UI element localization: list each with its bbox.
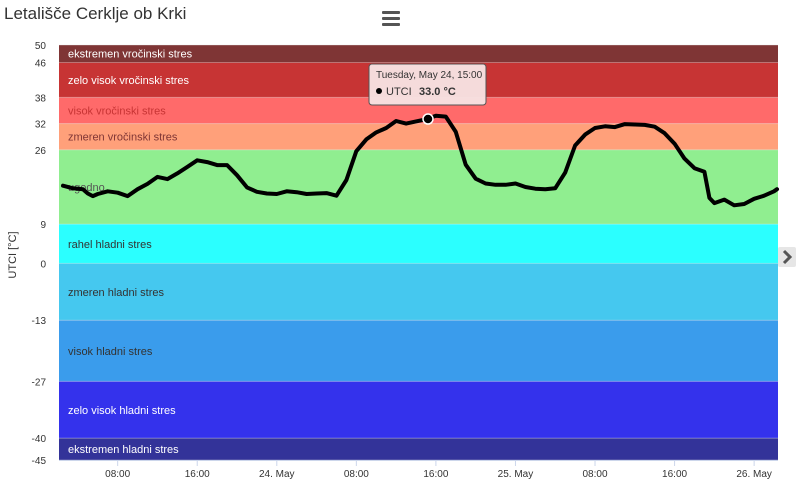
tooltip-series-marker xyxy=(376,88,382,94)
x-tick-label: 16:00 xyxy=(662,469,687,480)
y-tick-label: 46 xyxy=(35,58,47,69)
plot-bands: ekstremen vročinski stres zelo visok vroč… xyxy=(59,45,778,460)
y-tick-label: 38 xyxy=(35,93,47,104)
chart-title: Letališče Cerklje ob Krki xyxy=(4,4,187,23)
series-layer xyxy=(61,113,779,208)
band-label: ekstremen vročinski stres xyxy=(68,49,193,61)
band-label: zelo visok hladni stres xyxy=(68,405,176,417)
band-label: ekstremen hladni stres xyxy=(68,444,179,456)
x-tick-label: 26. May xyxy=(736,469,772,480)
tooltip: Tuesday, May 24, 15:00 UTCI 33.0 °C xyxy=(368,63,487,106)
tooltip-series-name: UTCI xyxy=(386,86,412,98)
x-tick-label: 08:00 xyxy=(344,469,369,480)
y-tick-label: 26 xyxy=(35,146,47,157)
y-tick-label: 50 xyxy=(35,41,47,52)
y-tick-label: -45 xyxy=(32,456,47,467)
y-tick-label: -40 xyxy=(32,434,47,445)
band-label: zmeren vročinski stres xyxy=(68,132,178,144)
band-8 xyxy=(59,381,778,439)
tooltip-date: Tuesday, May 24, 15:00 xyxy=(376,70,483,81)
x-tick-label: 16:00 xyxy=(185,469,210,480)
x-tick-label: 08:00 xyxy=(105,469,130,480)
y-tick-label: -13 xyxy=(32,316,47,327)
band-label: visok hladni stres xyxy=(68,346,153,358)
x-tick-label: 24. May xyxy=(259,469,295,480)
x-tick-label: 16:00 xyxy=(423,469,448,480)
tooltip-box xyxy=(368,63,487,106)
y-axis: 50 46 38 32 26 9 0 -13 -27 -40 -45 xyxy=(32,41,47,467)
band-7 xyxy=(59,320,778,382)
x-tick-label: 25. May xyxy=(498,469,534,480)
hamburger-menu-icon[interactable] xyxy=(380,8,402,28)
y-tick-label: 0 xyxy=(40,259,46,270)
band-6 xyxy=(59,263,778,321)
band-label: zelo visok vročinski stres xyxy=(68,75,190,87)
y-tick-label: 32 xyxy=(35,120,47,131)
x-axis: 08:00 16:00 24. May 08:00 16:00 25. May 08:00 1… xyxy=(59,460,778,480)
tooltip-value: 33.0 °C xyxy=(419,86,456,98)
band-label: visok vročinski stres xyxy=(68,106,166,118)
band-label: ugodno xyxy=(68,182,105,194)
series-line xyxy=(61,113,779,208)
band-9 xyxy=(59,438,778,460)
y-tick-label: 9 xyxy=(40,220,46,231)
y-axis-label: UTCI [°C] xyxy=(7,231,19,278)
x-tick-label: 08:00 xyxy=(583,469,608,480)
band-label: rahel hladni stres xyxy=(68,239,152,251)
band-4 xyxy=(59,149,778,225)
band-0 xyxy=(59,45,778,63)
y-tick-label: -27 xyxy=(32,377,47,388)
chevron-right-icon[interactable] xyxy=(778,247,796,267)
hover-point-marker[interactable] xyxy=(422,113,434,125)
band-5 xyxy=(59,224,778,264)
band-label: zmeren hladni stres xyxy=(68,287,164,299)
